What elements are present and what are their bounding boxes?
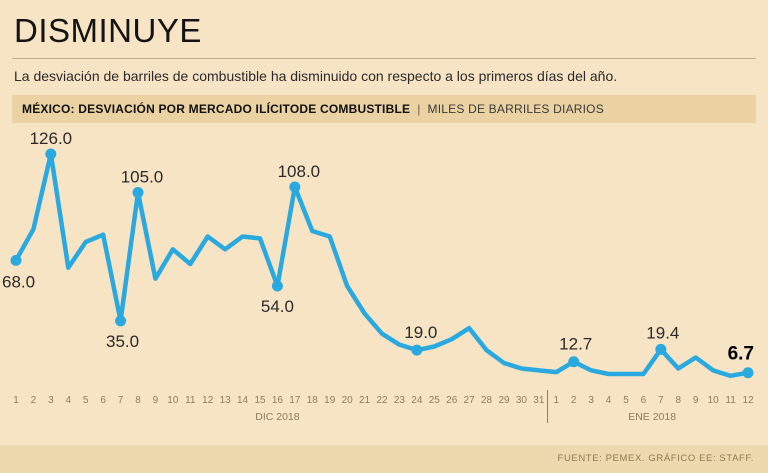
x-tick-label: 9 bbox=[693, 395, 699, 406]
x-tick-label: 3 bbox=[588, 395, 594, 406]
x-tick-label: 5 bbox=[83, 395, 89, 406]
x-tick-label: 27 bbox=[464, 395, 476, 406]
x-tick-label: 1 bbox=[13, 395, 19, 406]
x-tick-label: 2 bbox=[31, 395, 37, 406]
x-tick-label: 19 bbox=[324, 395, 336, 406]
x-tick-label: 12 bbox=[202, 395, 214, 406]
x-tick-label: 11 bbox=[725, 395, 736, 406]
x-tick-label: 17 bbox=[289, 395, 301, 406]
x-tick-label: 12 bbox=[742, 395, 754, 406]
x-tick-label: 21 bbox=[359, 395, 371, 406]
x-tick-label: 24 bbox=[411, 395, 423, 406]
x-tick-label: 10 bbox=[167, 395, 179, 406]
x-tick-label: 26 bbox=[446, 395, 458, 406]
chart-header-bar: MÉXICO: DESVIACIÓN POR MERCADO ILÍCITODE… bbox=[12, 95, 756, 123]
data-point-dot bbox=[411, 344, 423, 356]
x-tick-label: 15 bbox=[254, 395, 266, 406]
x-tick-label: 11 bbox=[185, 395, 196, 406]
data-point-dot bbox=[289, 181, 301, 193]
x-tick-label: 23 bbox=[394, 395, 406, 406]
x-tick-label: 2 bbox=[571, 395, 577, 406]
x-tick-label: 20 bbox=[342, 395, 354, 406]
data-point-label: 108.0 bbox=[278, 162, 321, 181]
x-tick-label: 7 bbox=[658, 395, 664, 406]
data-point-label: 54.0 bbox=[261, 297, 294, 316]
data-point-label: 6.7 bbox=[728, 344, 754, 365]
x-tick-label: 18 bbox=[307, 395, 319, 406]
x-tick-label: 28 bbox=[481, 395, 493, 406]
x-tick-label: 6 bbox=[641, 395, 647, 406]
data-point-label: 68.0 bbox=[2, 272, 35, 291]
data-point-dot bbox=[568, 356, 580, 368]
data-point-label: 19.4 bbox=[646, 323, 679, 342]
title-divider bbox=[12, 58, 756, 59]
x-tick-label: 25 bbox=[429, 395, 441, 406]
x-tick-label: 3 bbox=[48, 395, 54, 406]
data-point-label: 126.0 bbox=[30, 129, 73, 148]
data-point-dot bbox=[742, 367, 754, 379]
data-point-label: 19.0 bbox=[404, 323, 437, 342]
x-tick-label: 9 bbox=[153, 395, 159, 406]
x-tick-label: 13 bbox=[220, 395, 232, 406]
x-group-label: ENE 2018 bbox=[628, 411, 676, 423]
data-point-dot bbox=[115, 315, 127, 327]
chart-canvas: 68.0 126.0 35.0 105.0 54.0 108.0 19.0 12.7 19.4 6… bbox=[2, 129, 754, 423]
page-title: DISMINUYE bbox=[14, 12, 202, 49]
x-tick-label: 8 bbox=[676, 395, 682, 406]
x-group-label: DIC 2018 bbox=[255, 411, 300, 423]
x-tick-label: 22 bbox=[376, 395, 388, 406]
x-tick-label: 8 bbox=[135, 395, 141, 406]
data-point-label: 12.7 bbox=[559, 335, 592, 354]
data-point-label: 105.0 bbox=[121, 168, 164, 187]
data-point-dot bbox=[10, 254, 22, 266]
x-tick-label: 10 bbox=[708, 395, 720, 406]
x-tick-label: 14 bbox=[237, 395, 249, 406]
data-point-dot bbox=[655, 343, 667, 355]
x-tick-label: 31 bbox=[533, 395, 545, 406]
chart-title-separator: | bbox=[417, 102, 421, 116]
x-tick-label: 1 bbox=[554, 395, 560, 406]
x-tick-label: 29 bbox=[498, 395, 510, 406]
subtitle: La desviación de barriles de combustible… bbox=[14, 68, 618, 84]
source-text: FUENTE: PEMEX. GRÁFICO EE: STAFF. bbox=[557, 453, 754, 464]
source-bar: FUENTE: PEMEX. GRÁFICO EE: STAFF. bbox=[0, 445, 768, 473]
x-tick-label: 7 bbox=[118, 395, 124, 406]
data-point-dot bbox=[132, 187, 144, 198]
data-point-dot bbox=[271, 280, 283, 292]
x-tick-label: 5 bbox=[623, 395, 629, 406]
x-tick-label: 16 bbox=[272, 395, 284, 406]
chart-units-label: MILES DE BARRILES DIARIOS bbox=[427, 102, 604, 116]
chart-title: MÉXICO: DESVIACIÓN POR MERCADO ILÍCITODE… bbox=[22, 102, 411, 116]
x-tick-label: 4 bbox=[66, 395, 72, 406]
line-chart: 68.0 126.0 35.0 105.0 54.0 108.0 19.0 12.7 19.4 6… bbox=[0, 127, 768, 434]
x-tick-label: 4 bbox=[606, 395, 612, 406]
data-point-label: 35.0 bbox=[106, 332, 139, 351]
x-tick-label: 6 bbox=[100, 395, 106, 406]
data-point-dot bbox=[45, 148, 57, 160]
x-tick-label: 30 bbox=[516, 395, 528, 406]
